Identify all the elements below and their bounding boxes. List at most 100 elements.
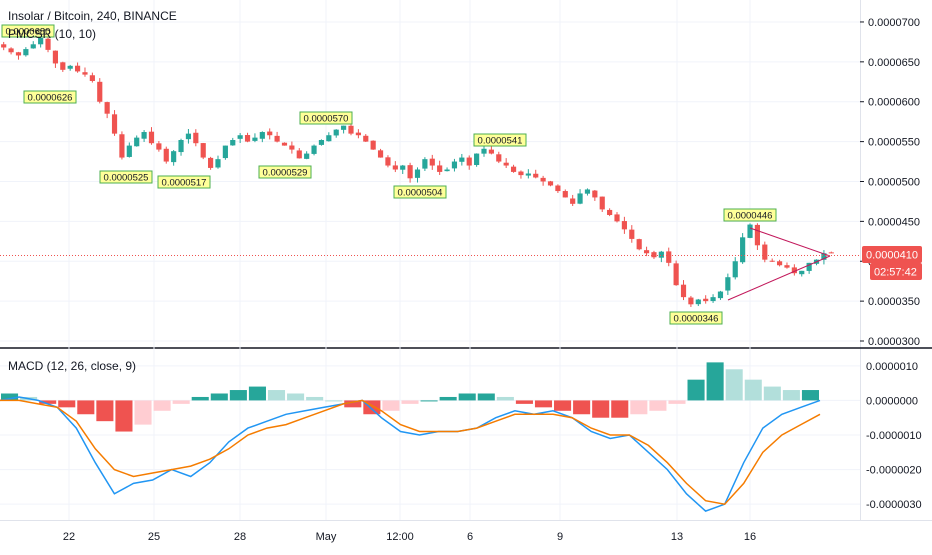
- candle-body: [592, 190, 598, 198]
- annotation-box: [157, 175, 211, 189]
- indicator-legend[interactable]: PMCSR (10, 10): [8, 27, 97, 41]
- price-tick-label: 0.0000550: [868, 137, 920, 149]
- candle-body: [451, 161, 458, 169]
- annotation-box: [473, 133, 527, 147]
- candle-body: [60, 62, 66, 70]
- chart-title: Insolar / Bitcoin, 240, BINANCE: [8, 9, 177, 23]
- candle-body: [444, 169, 450, 172]
- candle-body: [392, 165, 398, 170]
- candle-body: [784, 265, 790, 268]
- price-annotation-high[interactable]: 0.0000446: [723, 208, 777, 222]
- candle-body: [163, 148, 169, 162]
- triangle-upper-line[interactable]: [749, 227, 831, 257]
- annotation-label: 0.0000504: [398, 188, 443, 199]
- price-annotation-low[interactable]: 0.0000529: [258, 165, 312, 179]
- time-tick-label: 6: [467, 531, 473, 543]
- price-annotation-low[interactable]: 0.0000504: [393, 185, 447, 199]
- macd-histogram-bar: [534, 400, 553, 408]
- triangle-lower-line[interactable]: [727, 255, 831, 301]
- candle-body: [237, 135, 243, 139]
- candle-body: [385, 157, 391, 166]
- candles-layer: [1, 36, 834, 307]
- annotation-label: 0.0000541: [478, 136, 523, 147]
- macd-histogram-bar: [706, 362, 724, 401]
- candle-body: [621, 221, 627, 230]
- macd-histogram-bar: [172, 400, 190, 404]
- macd-tick-label: 0.0000000: [866, 395, 918, 407]
- candle-body: [540, 177, 546, 182]
- candle-body: [97, 81, 103, 102]
- candle-body: [666, 251, 672, 263]
- candle-body: [244, 135, 251, 142]
- candle-body: [274, 135, 280, 142]
- macd-histogram-bar: [287, 393, 305, 401]
- candle-body: [141, 132, 147, 139]
- candle-body: [474, 153, 480, 166]
- candle-body: [459, 157, 465, 162]
- annotation-box: [669, 311, 723, 325]
- current-price-tag: 0.0000410 02:57:42: [862, 246, 922, 280]
- price-annotation-low[interactable]: 0.0000517: [157, 175, 211, 189]
- candle-body: [75, 65, 81, 72]
- candle-body: [680, 284, 687, 298]
- candle-body: [510, 166, 517, 172]
- candle-body: [119, 134, 125, 158]
- candle-body: [363, 135, 369, 142]
- candle-body: [15, 52, 22, 56]
- annotation-box: [23, 90, 77, 104]
- candle-body: [799, 270, 805, 275]
- price-annotation-high[interactable]: 0.0000541: [473, 133, 527, 147]
- price-tick-label: 0.0000700: [868, 17, 920, 29]
- candle-body: [178, 140, 184, 153]
- price-annotation-low[interactable]: 0.0000525: [99, 170, 153, 184]
- price-tick-label: 0.0000350: [868, 296, 920, 308]
- time-axis[interactable]: 22 25 28 May 12:00 6 9 13 16: [63, 531, 756, 543]
- candle-body: [791, 267, 797, 274]
- macd-histogram-bar: [515, 400, 533, 404]
- candle-body: [828, 252, 834, 254]
- macd-legend[interactable]: MACD (12, 26, close, 9): [8, 359, 137, 373]
- candle-body: [348, 125, 354, 134]
- macd-histogram-bar: [191, 396, 209, 401]
- annotation-box: [393, 185, 447, 199]
- macd-histogram-bar: [649, 400, 667, 411]
- candle-body: [466, 157, 472, 166]
- price-annotation-high[interactable]: 0.0000570: [299, 111, 353, 125]
- price-annotation-low[interactable]: 0.0000346: [669, 311, 723, 325]
- time-tick-label: 25: [148, 531, 160, 543]
- annotation-label: 0.0000680: [6, 27, 51, 38]
- annotation-label: 0.0000626: [28, 93, 73, 104]
- candle-body: [429, 158, 435, 166]
- candle-body: [414, 169, 421, 178]
- candle-body: [252, 137, 258, 141]
- current-price-label: 0.0000410: [866, 250, 918, 262]
- candle-body: [289, 145, 295, 150]
- candle-body: [193, 132, 199, 144]
- candle-body: [570, 198, 576, 204]
- time-tick-label: 16: [744, 531, 756, 543]
- macd-tick-label: 0.0000010: [866, 361, 918, 373]
- price-axis[interactable]: 0.0000700 0.0000650 0.0000600 0.0000550 0.00…: [860, 17, 920, 348]
- candle-body: [717, 291, 724, 299]
- macd-histogram-bar: [725, 369, 743, 401]
- candle-body: [614, 214, 620, 222]
- candle-body: [703, 298, 709, 302]
- macd-histogram-bar: [115, 400, 133, 432]
- candle-body: [171, 151, 177, 163]
- candle-body: [215, 159, 221, 168]
- macd-histogram-bar: [134, 400, 152, 425]
- grid-layer: [0, 0, 860, 520]
- triangle-drawing[interactable]: [727, 227, 831, 301]
- annotations-layer[interactable]: 0.0000680 0.0000626 0.0000525 0.0000517 0.00…: [1, 24, 777, 325]
- time-tick-label: 13: [671, 531, 683, 543]
- price-tick-label: 0.0000500: [868, 176, 920, 188]
- candle-body: [259, 132, 265, 139]
- candle-body: [732, 261, 738, 278]
- candle-body: [52, 50, 59, 64]
- candle-body: [148, 131, 155, 144]
- macd-axis[interactable]: 0.0000010 0.0000000 -0.0000010 -0.0000020 -0…: [866, 361, 922, 511]
- price-annotation-low[interactable]: 0.0000626: [23, 90, 77, 104]
- price-annotation-high[interactable]: 0.0000680: [1, 24, 55, 38]
